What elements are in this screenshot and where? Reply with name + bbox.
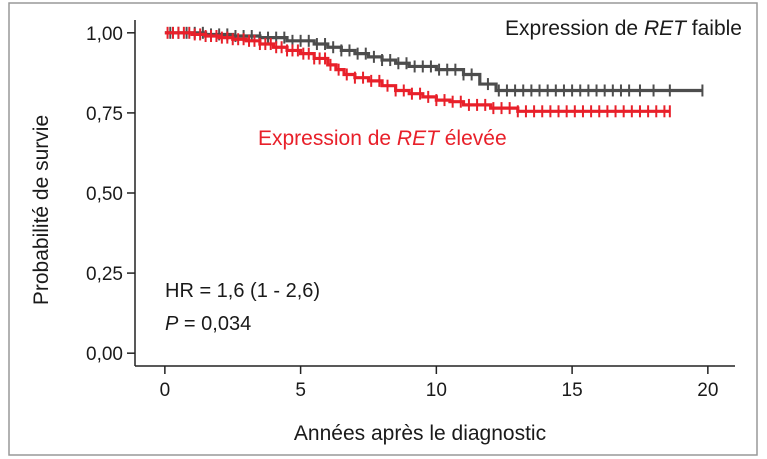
- outer-frame: [9, 3, 757, 455]
- y-tick-label: 0,50: [86, 184, 123, 205]
- x-tick-label: 5: [295, 380, 306, 401]
- p-value-annotation: P = 0,034: [165, 313, 251, 335]
- x-tick-label: 0: [160, 380, 171, 401]
- x-axis-title: Années après le diagnostic: [294, 422, 546, 445]
- y-tick-label: 0,25: [86, 264, 123, 285]
- legend-label-faible: Expression de RET faible: [505, 17, 742, 40]
- x-tick-label: 20: [697, 380, 718, 401]
- x-tick-label: 10: [426, 380, 447, 401]
- y-axis-title: Probabilité de survie: [30, 115, 53, 305]
- y-tick-label: 1,00: [86, 24, 123, 45]
- x-tick-label: 15: [562, 380, 583, 401]
- y-tick-label: 0,00: [86, 344, 123, 365]
- y-tick-label: 0,75: [86, 104, 123, 125]
- legend-label-elevee: Expression de RET élevée: [258, 127, 507, 150]
- hazard-ratio-annotation: HR = 1,6 (1 - 2,6): [165, 280, 320, 302]
